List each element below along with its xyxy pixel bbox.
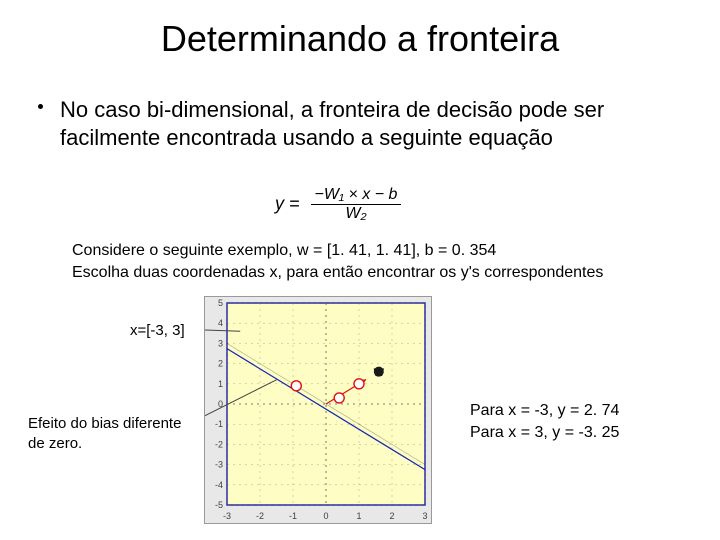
svg-text:-5: -5 [215,500,223,510]
bullet-text: No caso bi-dimensional, a fronteira de d… [42,96,662,151]
svg-text:1: 1 [218,379,223,389]
equation-lhs: y = [275,193,300,213]
decision-boundary-chart: -3-2-10123-5-4-3-2-1012345W [204,296,432,524]
equation-numerator: −W₁ × x − b [311,186,402,205]
equation-denominator: W₂ [311,205,402,223]
svg-text:-1: -1 [215,419,223,429]
svg-text:5: 5 [218,298,223,308]
result-line-2: Para x = 3, y = -3. 25 [470,422,619,444]
example-block: Considere o seguinte exemplo, w = [1. 41… [72,240,603,283]
svg-text:3: 3 [218,338,223,348]
svg-text:-4: -4 [215,480,223,490]
svg-text:-3: -3 [215,460,223,470]
example-line-2: Escolha duas coordenadas x, para então e… [72,262,603,284]
page-title: Determinando a fronteira [0,0,720,60]
equation: y = −W₁ × x − b W₂ [275,186,401,223]
x-values-label: x=[-3, 3] [130,322,185,339]
svg-text:0: 0 [323,511,328,521]
bullet-dot-icon [38,104,43,109]
results-block: Para x = -3, y = 2. 74 Para x = 3, y = -… [470,400,619,443]
bias-note: Efeito do bias diferente de zero. [28,414,198,453]
bullet-paragraph: No caso bi-dimensional, a fronteira de d… [42,96,662,151]
svg-text:3: 3 [422,511,427,521]
svg-text:-2: -2 [215,439,223,449]
svg-text:-2: -2 [256,511,264,521]
equation-fraction: −W₁ × x − b W₂ [311,186,402,223]
svg-text:2: 2 [218,359,223,369]
svg-text:4: 4 [218,318,223,328]
bias-note-line-2: de zero. [28,434,198,454]
svg-text:1: 1 [356,511,361,521]
svg-text:2: 2 [389,511,394,521]
chart-svg: -3-2-10123-5-4-3-2-1012345W [205,297,431,523]
svg-text:-1: -1 [289,511,297,521]
example-line-1: Considere o seguinte exemplo, w = [1. 41… [72,240,603,262]
bias-note-line-1: Efeito do bias diferente [28,414,198,434]
svg-text:-3: -3 [223,511,231,521]
result-line-1: Para x = -3, y = 2. 74 [470,400,619,422]
